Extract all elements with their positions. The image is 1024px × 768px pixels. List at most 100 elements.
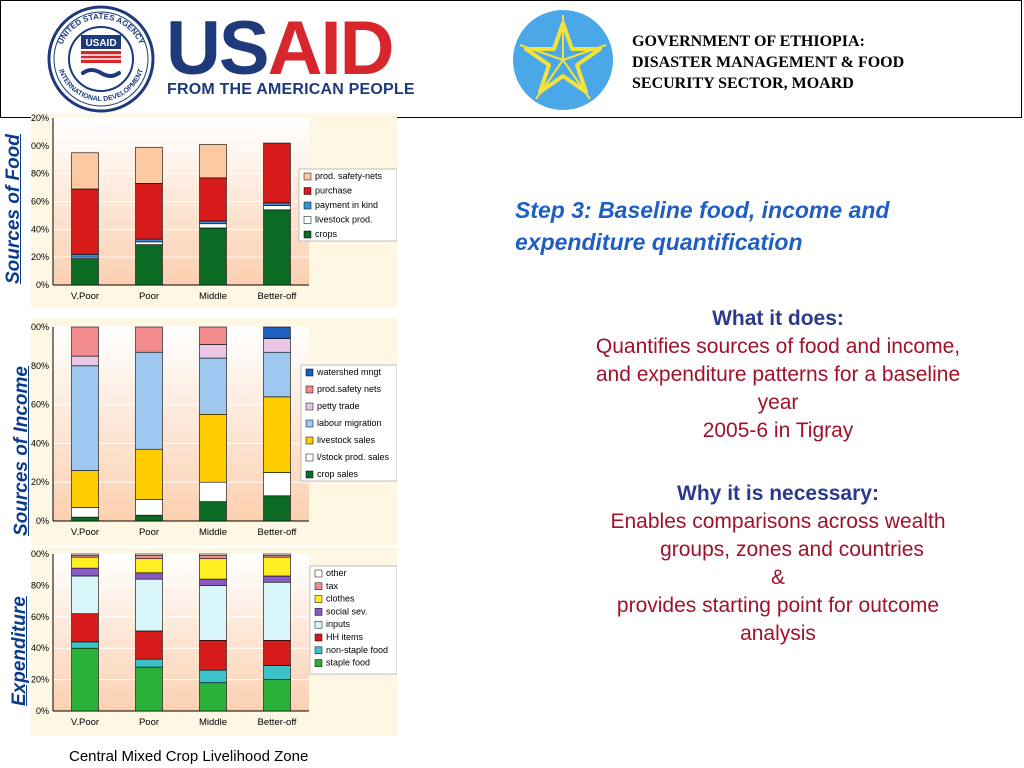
legend-swatch	[305, 419, 314, 428]
bar-segment-clothes	[263, 556, 291, 577]
bar-segment-crops	[135, 244, 163, 286]
bar-segment-crop-sales	[263, 495, 291, 522]
legend-swatch	[314, 595, 323, 603]
bar-segment-hh-items	[71, 613, 99, 643]
usaid-logo-aid: AID	[267, 6, 395, 91]
y-tick-label: 80%	[31, 361, 49, 371]
bar-segment-inputs	[135, 578, 163, 632]
step-title: Step 3: Baseline food, income and expend…	[515, 194, 1005, 258]
legend-label: crops	[315, 229, 338, 239]
bar-segment-labour-migration	[71, 365, 99, 471]
x-tick-label: Poor	[139, 291, 159, 302]
bar-segment-labour-migration	[135, 351, 163, 450]
bar-segment-l-stock-prod-sales	[263, 472, 291, 497]
bar-segment-livestock-prod	[199, 223, 227, 229]
bar-segment-social-sev	[263, 575, 291, 583]
legend-swatch	[314, 582, 323, 591]
y-tick-label: 0%	[36, 706, 49, 716]
x-tick-label: Middle	[199, 527, 227, 538]
legend-label: payment in kind	[315, 200, 378, 210]
chart-sources-of-food: 0% 20% 40% 60% 80% 100% 120% V.Poor Poor Middle Be…	[31, 113, 397, 308]
bar-segment-prod-safety-nets	[135, 146, 163, 184]
legend-swatch	[305, 453, 314, 462]
bar-segment-livestock-prod	[135, 241, 163, 245]
legend	[309, 565, 397, 675]
bar-segment-prod-safety-nets	[71, 326, 99, 357]
y-tick-label: 40%	[31, 224, 49, 234]
why-body-line-5: analysis	[740, 622, 816, 645]
why-body-line-3: &	[770, 566, 785, 589]
bar-segment-social-sev	[199, 578, 227, 586]
legend-label: labour migration	[317, 418, 382, 428]
bar-segment-social-sev	[71, 567, 99, 577]
chart-caption: Central Mixed Crop Livelihood Zone	[69, 748, 309, 765]
legend-swatch	[314, 633, 323, 642]
bar-segment-purchase	[263, 142, 291, 204]
label-sources-of-income: Sources of Income	[11, 366, 32, 536]
bar-segment-crops	[199, 227, 227, 286]
x-tick-label: V.Poor	[71, 291, 99, 302]
bar-segment-crops	[263, 209, 291, 286]
legend-swatch	[314, 569, 323, 578]
legend-swatch	[305, 368, 314, 377]
y-tick-label: 40%	[31, 643, 49, 653]
bar-segment-purchase	[71, 188, 99, 255]
label-sources-of-food: Sources of Food	[3, 134, 24, 284]
bar-segment-hh-items	[263, 640, 291, 666]
bar-segment-staple-food	[199, 682, 227, 712]
y-tick-label: 20%	[31, 252, 49, 262]
bar-segment-livestock-sales	[71, 470, 99, 508]
y-tick-label: 100%	[31, 322, 49, 332]
legend-label: livestock sales	[317, 435, 376, 445]
label-expenditure: Expenditure	[9, 596, 30, 706]
x-tick-label: V.Poor	[71, 527, 99, 538]
bar-segment-hh-items	[135, 630, 163, 660]
what-body-line-3: year	[757, 391, 799, 414]
legend-swatch	[305, 385, 314, 394]
government-title: GOVERNMENT OF ETHIOPIA: DISASTER MANAGEM…	[632, 31, 1012, 94]
legend-swatch	[314, 620, 323, 629]
y-tick-label: 80%	[31, 580, 49, 590]
chart-sources-of-income: 0% 20% 40% 60% 80% 100% V.Poor Poor Middle Better…	[31, 318, 397, 545]
bar-segment-social-sev	[135, 572, 163, 580]
bar-segment-petty-trade	[71, 355, 99, 367]
bar-segment-other	[199, 553, 227, 556]
bar-segment-prod-safety-nets	[135, 326, 163, 353]
legend-swatch	[303, 230, 312, 239]
bar-segment-payment-in-kind	[135, 238, 163, 243]
legend-label: non-staple food	[326, 645, 388, 655]
bar-segment-labour-migration	[263, 351, 291, 398]
bar-segment-purchase	[135, 183, 163, 240]
y-tick-label: 60%	[31, 612, 49, 622]
y-tick-label: 120%	[31, 113, 49, 123]
bar-segment-petty-trade	[199, 344, 227, 359]
bar-segment-l-stock-prod-sales	[199, 481, 227, 502]
x-tick-label: Poor	[139, 717, 159, 728]
bar-segment-non-staple-food	[199, 669, 227, 684]
legend	[298, 168, 397, 242]
legend-swatch	[303, 216, 312, 224]
bar-segment-staple-food	[135, 666, 163, 712]
legend-label: livestock prod.	[315, 215, 373, 225]
what-it-does-heading: What it does:	[712, 307, 844, 330]
bar-segment-non-staple-food	[71, 641, 99, 649]
y-tick-label: 100%	[31, 549, 49, 559]
gov-line-3: SECURITY SECTOR, MOARD	[632, 75, 854, 92]
x-tick-label: Poor	[139, 527, 159, 538]
bar-segment-inputs	[199, 585, 227, 641]
usaid-seal-icon: UNITED STATES AGENCY INTERNATIONAL DEVEL…	[47, 5, 155, 113]
why-body-line-1: Enables comparisons across wealth	[610, 510, 946, 533]
bar-segment-other	[71, 553, 99, 556]
y-tick-label: 60%	[31, 400, 49, 410]
bar-segment-staple-food	[263, 679, 291, 712]
bar-segment-hh-items	[199, 640, 227, 671]
bar-segment-clothes	[71, 556, 99, 569]
legend-label: prod. safety-nets	[315, 171, 383, 181]
what-body-line-1: Quantifies sources of food and income,	[595, 335, 961, 358]
bar-segment-watershed-mngt	[263, 326, 291, 339]
usaid-logo: USAID	[166, 11, 394, 87]
bar-segment-labour-migration	[199, 357, 227, 415]
legend-label: clothes	[326, 594, 355, 604]
legend-label: social sev.	[326, 606, 367, 616]
bar-segment-staple-food	[71, 647, 99, 712]
